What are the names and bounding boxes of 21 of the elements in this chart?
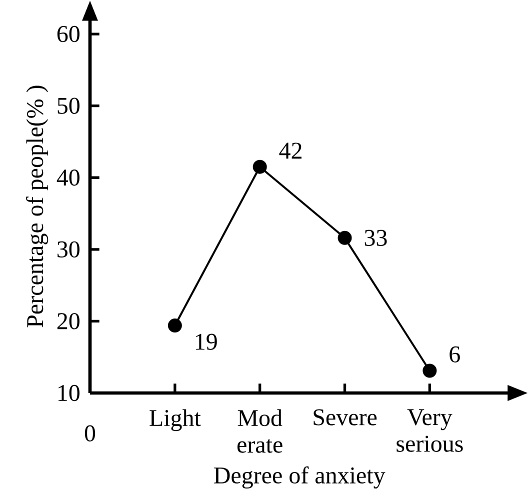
y-tick-label: 10 (58, 384, 80, 402)
point (252, 160, 267, 174)
x-axis-title: Degree of anxiety (214, 466, 386, 489)
y-tick-label: 30 (58, 241, 80, 258)
annotation: 42 (279, 142, 302, 159)
annotation: 19 (196, 334, 217, 350)
y-tick-label: 40 (56, 170, 80, 186)
x-tick-label: Very serious (396, 409, 463, 452)
point (338, 230, 352, 245)
x-tick-label: Mod erate (237, 409, 282, 453)
x-tick-label: Severe (314, 409, 377, 426)
annotation: 33 (364, 230, 387, 246)
point (422, 364, 437, 378)
y-axis-title: Percentage of people(% ) (26, 86, 48, 328)
y-tick-label: 20 (57, 313, 80, 330)
x-tick-label: Light (150, 409, 201, 432)
annotation: 6 (450, 346, 460, 362)
point (168, 318, 182, 333)
y-tick-label: 50 (58, 98, 80, 114)
y-tick-label: 60 (57, 26, 80, 42)
text: 0 (84, 425, 96, 442)
